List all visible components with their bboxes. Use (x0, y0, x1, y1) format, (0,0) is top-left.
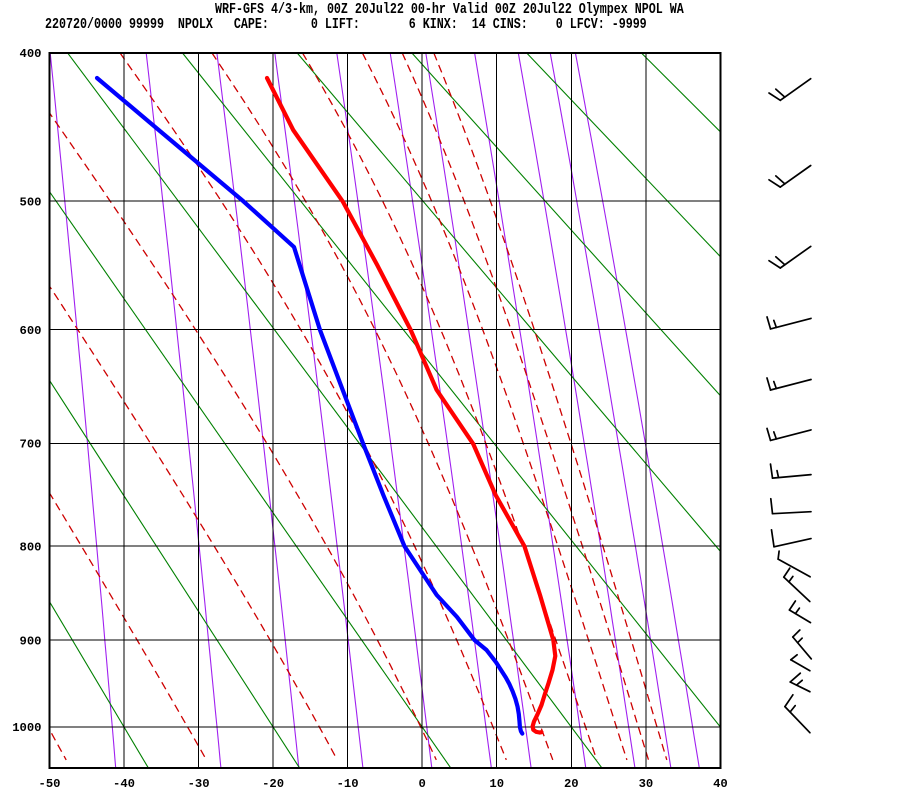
svg-text:1000: 1000 (12, 721, 41, 735)
svg-text:900: 900 (20, 634, 42, 648)
svg-text:-10: -10 (337, 777, 359, 791)
svg-text:20: 20 (564, 777, 579, 791)
svg-text:700: 700 (20, 438, 42, 452)
svg-text:-20: -20 (262, 777, 284, 791)
svg-text:-30: -30 (188, 777, 210, 791)
svg-text:220720/0000 99999 NPOLX CAP: 220720/0000 99999 NPOLX CAPE: 0 LIFT: 6 … (45, 17, 647, 34)
svg-text:-40: -40 (113, 777, 135, 791)
svg-text:400: 400 (20, 47, 42, 61)
svg-text:500: 500 (20, 195, 42, 209)
svg-text:10: 10 (489, 777, 504, 791)
svg-text:40: 40 (713, 777, 728, 791)
svg-text:0: 0 (419, 777, 426, 791)
svg-text:-50: -50 (39, 777, 61, 791)
svg-text:600: 600 (20, 324, 42, 338)
svg-text:800: 800 (20, 540, 42, 554)
svg-text:30: 30 (639, 777, 654, 791)
svg-text:WRF-GFS 4/3-km, 00Z 20Jul22 00: WRF-GFS 4/3-km, 00Z 20Jul22 00-hr Valid … (215, 2, 685, 19)
